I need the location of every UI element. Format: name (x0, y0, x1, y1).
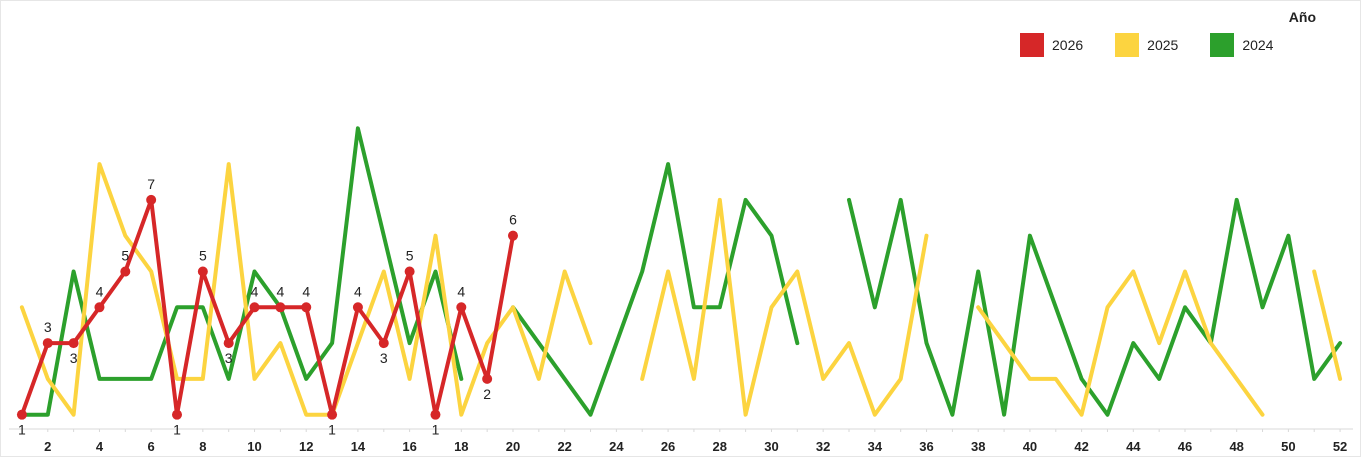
legend-item-2024: 2024 (1210, 33, 1273, 57)
data-point-2026 (275, 302, 286, 313)
data-label: 4 (251, 283, 259, 299)
legend-label: 2026 (1052, 37, 1084, 53)
x-tick-label: 30 (764, 439, 778, 454)
data-label: 5 (406, 247, 414, 263)
data-label: 3 (380, 350, 388, 366)
data-point-2026 (404, 266, 415, 277)
data-label: 3 (70, 350, 78, 366)
legend-title: Año (1288, 9, 1316, 25)
x-axis: 2 4 6 8 10 12 14 16 18 20 22 24 26 28 30 32 34 36 38 40 42 44… (9, 428, 1353, 454)
series-line-2025 (1312, 269, 1343, 381)
data-point-2026 (94, 302, 105, 313)
data-point-2026 (249, 302, 260, 313)
x-tick-label: 38 (971, 439, 985, 454)
x-tick-label: 34 (868, 439, 883, 454)
data-point-2026 (378, 338, 389, 349)
data-label: 7 (147, 176, 155, 192)
x-tick-label: 16 (402, 439, 416, 454)
series-line-2025 (640, 197, 929, 417)
legend-swatch (1115, 33, 1140, 57)
x-tick-label: 4 (96, 439, 104, 454)
data-point-2026 (197, 266, 208, 277)
data-point-2026 (482, 373, 493, 384)
legend-swatch (1020, 33, 1044, 57)
x-tick-label: 8 (199, 439, 206, 454)
x-tick-label: 32 (816, 439, 830, 454)
data-point-2026 (430, 409, 441, 420)
x-tick-label: 10 (247, 439, 261, 454)
data-label: 4 (96, 283, 104, 299)
data-point-2026 (120, 266, 131, 277)
data-label: 4 (354, 283, 362, 299)
data-point-2026 (68, 338, 79, 349)
x-tick-label: 26 (661, 439, 675, 454)
data-label: 6 (509, 212, 517, 228)
data-point-2026 (456, 302, 467, 313)
data-label: 5 (121, 247, 129, 263)
data-label: 4 (457, 283, 465, 299)
data-label: 1 (328, 422, 336, 438)
data-label: 4 (276, 283, 284, 299)
legend-swatch (1210, 33, 1235, 57)
legend-label: 2025 (1147, 37, 1179, 53)
series-line-2024 (511, 162, 800, 417)
x-tick-label: 22 (557, 439, 571, 454)
x-tick-label: 24 (609, 439, 624, 454)
data-point-2026 (508, 230, 518, 241)
data-label: 1 (432, 422, 440, 438)
data-label: 3 (44, 319, 52, 335)
x-tick-label: 14 (351, 439, 366, 454)
data-label: 1 (173, 422, 181, 438)
legend-items: 2026 2025 2024 (1020, 33, 1273, 57)
x-tick-label: 12 (299, 439, 313, 454)
series-line-2024 (847, 197, 1343, 417)
legend-item-2025: 2025 (1115, 33, 1178, 57)
x-tick-label: 48 (1229, 439, 1243, 454)
data-point-2026 (16, 409, 27, 420)
data-labels: 1 3 3 4 5 7 1 5 3 4 4 4 1 4 3 5 1 4 2 6 (18, 176, 517, 438)
data-label: 4 (302, 283, 310, 299)
x-tick-label: 20 (506, 439, 520, 454)
legend: Año 2026 2025 2024 (1020, 7, 1320, 67)
x-tick-label: 42 (1074, 439, 1088, 454)
x-tick-label: 18 (454, 439, 468, 454)
x-tick-label: 36 (919, 439, 933, 454)
data-point-2026 (327, 409, 338, 420)
legend-item-2026: 2026 (1020, 33, 1083, 57)
data-point-2026 (352, 302, 363, 313)
data-label: 1 (18, 422, 26, 438)
data-point-2026 (146, 194, 157, 205)
series-line-2025 (976, 269, 1265, 417)
x-tick-label: 44 (1126, 439, 1141, 454)
data-label: 3 (225, 350, 233, 366)
series-layer (16, 126, 1343, 420)
x-tick-label: 6 (148, 439, 155, 454)
data-label: 2 (483, 386, 491, 402)
x-tick-label: 50 (1281, 439, 1295, 454)
x-tick-label: 28 (713, 439, 727, 454)
x-tick-label: 2 (44, 439, 51, 454)
data-label: 5 (199, 247, 207, 263)
data-point-2026 (172, 409, 182, 420)
legend-label: 2024 (1242, 37, 1274, 53)
x-tick-label: 46 (1178, 439, 1192, 454)
data-point-2026 (42, 338, 53, 349)
x-tick-label: 40 (1023, 439, 1037, 454)
data-point-2026 (301, 302, 312, 313)
data-point-2026 (223, 338, 234, 349)
x-tick-label: 52 (1333, 439, 1347, 454)
series-line-2026 (19, 197, 515, 417)
